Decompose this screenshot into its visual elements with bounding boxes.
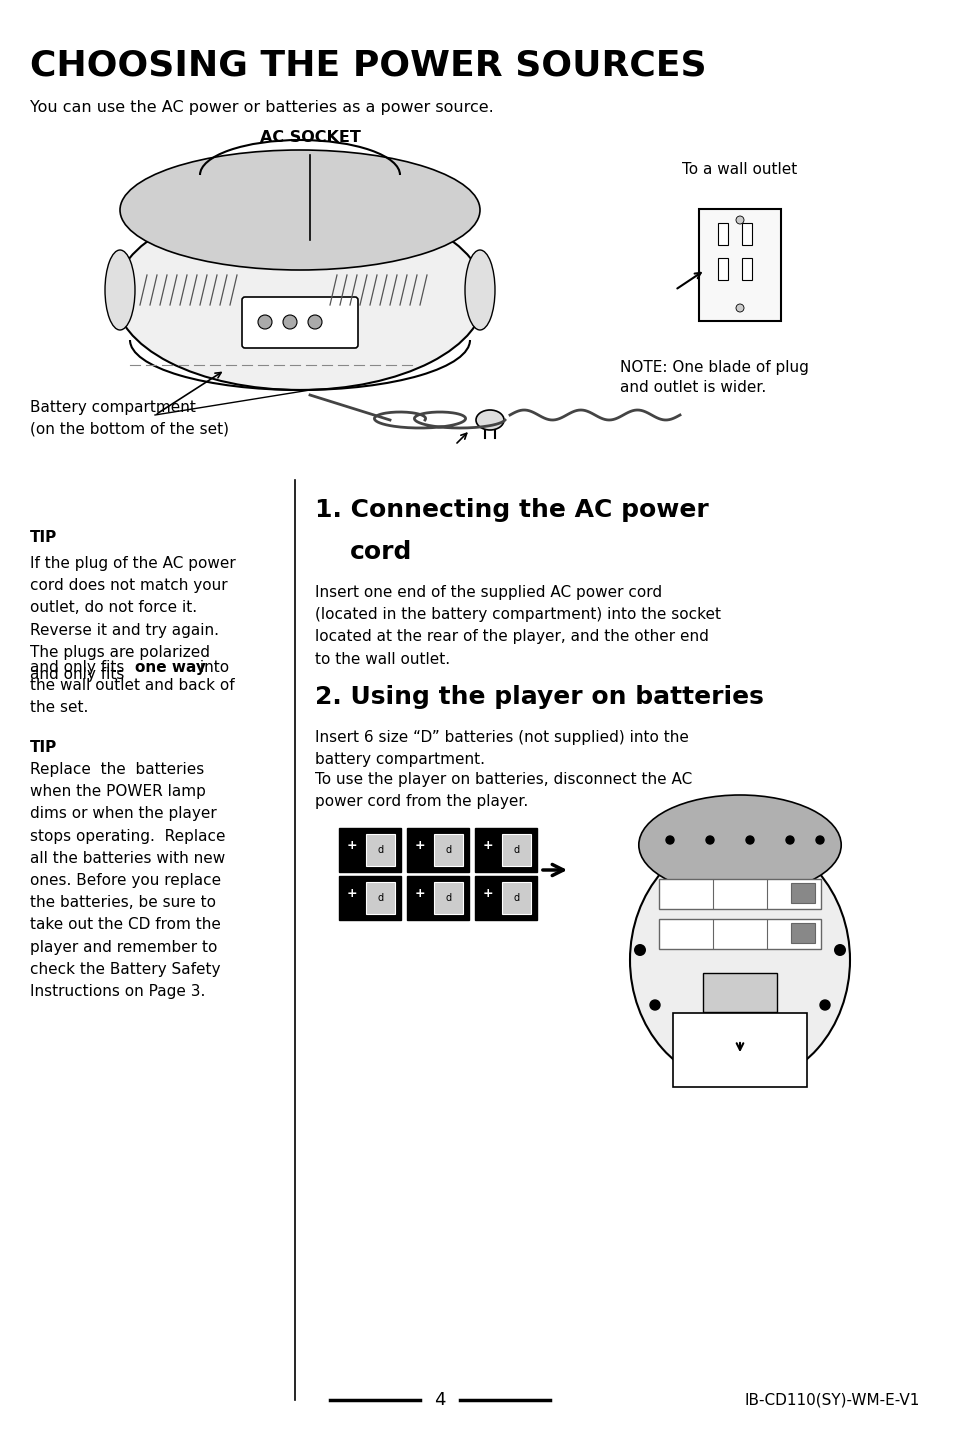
FancyBboxPatch shape xyxy=(790,923,814,943)
FancyBboxPatch shape xyxy=(672,1013,806,1087)
Text: +: + xyxy=(482,840,493,853)
Text: +: + xyxy=(346,888,357,901)
FancyBboxPatch shape xyxy=(434,834,462,866)
FancyBboxPatch shape xyxy=(366,834,395,866)
FancyBboxPatch shape xyxy=(741,259,751,280)
Text: To use the player on batteries, disconnect the AC
power cord from the player.: To use the player on batteries, disconne… xyxy=(314,772,692,809)
Circle shape xyxy=(649,1000,659,1010)
Text: Battery compartment
(on the bottom of the set): Battery compartment (on the bottom of th… xyxy=(30,400,229,436)
Text: d: d xyxy=(514,894,519,902)
Text: the wall outlet and back of
the set.: the wall outlet and back of the set. xyxy=(30,679,234,715)
FancyBboxPatch shape xyxy=(242,296,357,349)
Ellipse shape xyxy=(464,250,495,330)
Circle shape xyxy=(815,835,823,844)
Text: d: d xyxy=(445,846,452,854)
FancyBboxPatch shape xyxy=(718,259,727,280)
Circle shape xyxy=(308,315,322,328)
FancyBboxPatch shape xyxy=(699,209,781,321)
FancyBboxPatch shape xyxy=(501,882,531,914)
Circle shape xyxy=(634,944,645,956)
Text: +: + xyxy=(415,888,425,901)
FancyBboxPatch shape xyxy=(702,974,776,1011)
FancyBboxPatch shape xyxy=(659,879,821,910)
Text: into: into xyxy=(194,660,229,676)
Circle shape xyxy=(745,835,753,844)
FancyBboxPatch shape xyxy=(366,882,395,914)
Ellipse shape xyxy=(105,250,135,330)
FancyBboxPatch shape xyxy=(338,828,400,872)
Text: one way: one way xyxy=(135,660,206,676)
Circle shape xyxy=(785,835,793,844)
Circle shape xyxy=(705,835,713,844)
Text: +: + xyxy=(482,888,493,901)
FancyBboxPatch shape xyxy=(659,918,821,949)
Circle shape xyxy=(735,216,743,224)
FancyBboxPatch shape xyxy=(407,876,469,920)
Text: Insert 6 size “D” batteries (not supplied) into the
battery compartment.: Insert 6 size “D” batteries (not supplie… xyxy=(314,729,688,767)
Ellipse shape xyxy=(115,201,484,389)
Circle shape xyxy=(665,835,673,844)
Text: To a wall outlet: To a wall outlet xyxy=(681,161,797,177)
FancyBboxPatch shape xyxy=(407,828,469,872)
Text: 4: 4 xyxy=(434,1391,445,1409)
FancyBboxPatch shape xyxy=(501,834,531,866)
Ellipse shape xyxy=(639,795,841,895)
Text: +: + xyxy=(415,840,425,853)
Circle shape xyxy=(257,315,272,328)
FancyBboxPatch shape xyxy=(475,828,537,872)
Text: TIP: TIP xyxy=(30,740,57,756)
Ellipse shape xyxy=(120,150,479,270)
Text: d: d xyxy=(514,846,519,854)
Circle shape xyxy=(820,1000,829,1010)
Text: d: d xyxy=(377,894,383,902)
Text: d: d xyxy=(445,894,452,902)
Text: cord: cord xyxy=(350,541,412,564)
Text: +: + xyxy=(346,840,357,853)
Text: 1. Connecting the AC power: 1. Connecting the AC power xyxy=(314,498,708,522)
FancyBboxPatch shape xyxy=(338,876,400,920)
FancyBboxPatch shape xyxy=(475,876,537,920)
FancyBboxPatch shape xyxy=(434,882,462,914)
Text: 2. Using the player on batteries: 2. Using the player on batteries xyxy=(314,684,763,709)
FancyBboxPatch shape xyxy=(741,222,751,246)
FancyBboxPatch shape xyxy=(790,883,814,902)
Text: AC SOCKET: AC SOCKET xyxy=(259,129,360,145)
Ellipse shape xyxy=(476,410,503,430)
Text: d: d xyxy=(377,846,383,854)
Ellipse shape xyxy=(629,835,849,1085)
Text: IB-CD110(SY)-WM-E-V1: IB-CD110(SY)-WM-E-V1 xyxy=(744,1392,919,1408)
Circle shape xyxy=(833,944,845,956)
Text: Insert one end of the supplied AC power cord
(located in the battery compartment: Insert one end of the supplied AC power … xyxy=(314,586,720,667)
Text: CHOOSING THE POWER SOURCES: CHOOSING THE POWER SOURCES xyxy=(30,48,706,81)
Text: Replace  the  batteries
when the POWER lamp
dims or when the player
stops operat: Replace the batteries when the POWER lam… xyxy=(30,761,225,1000)
FancyBboxPatch shape xyxy=(688,1019,790,1040)
Text: TIP: TIP xyxy=(30,530,57,545)
FancyBboxPatch shape xyxy=(718,222,727,246)
Text: You can use the AC power or batteries as a power source.: You can use the AC power or batteries as… xyxy=(30,100,494,115)
Text: If the plug of the AC power
cord does not match your
outlet, do not force it.
Re: If the plug of the AC power cord does no… xyxy=(30,556,235,681)
Circle shape xyxy=(283,315,296,328)
Text: NOTE: One blade of plug
and outlet is wider.: NOTE: One blade of plug and outlet is wi… xyxy=(619,360,808,395)
Text: and only fits: and only fits xyxy=(30,660,129,676)
Circle shape xyxy=(735,304,743,312)
